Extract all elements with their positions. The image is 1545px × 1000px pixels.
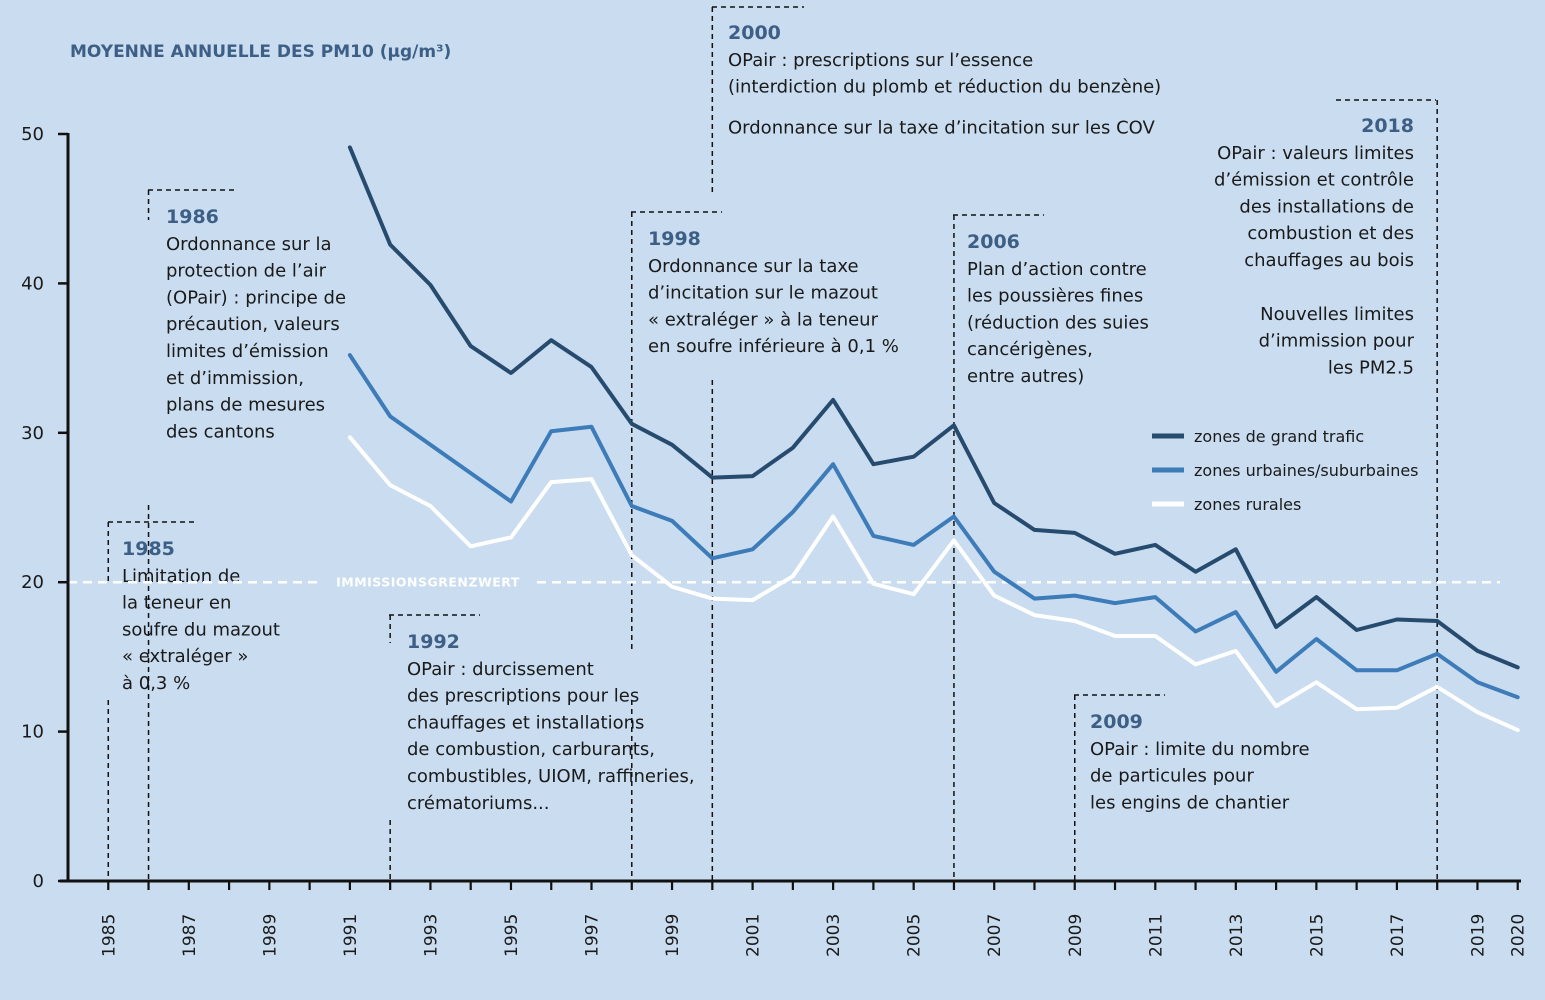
annotation-2000: 2000 OPair : prescriptions sur l’essence (… [711, 6, 1161, 881]
chart-title: MOYENNE ANNUELLE DES PM10 (µg/m³) [70, 42, 451, 62]
x-tick-label: 1995 [502, 914, 522, 957]
annotation-text: protection de l’air [166, 261, 327, 282]
annotation-text: la teneur en [122, 593, 231, 614]
annotation-text: chauffages et installations [407, 712, 644, 733]
annotation-text: Nouvelles limites [1260, 304, 1414, 325]
annotation-text: d’immission pour [1259, 331, 1415, 352]
annotation-text: Ordonnance sur la [166, 234, 332, 255]
legend: zones de grand trafic zones urbaines/subu… [1152, 427, 1419, 514]
legend-item: zones urbaines/suburbaines [1152, 461, 1419, 480]
threshold: IMMISSIONSGRENZWERT [68, 575, 1500, 590]
annotation-text: combustibles, UIOM, raffineries, [407, 766, 695, 787]
x-tick-label: 1993 [421, 914, 441, 957]
annotation-text: les engins de chantier [1090, 792, 1290, 813]
x-tick-label: 1997 [583, 914, 603, 957]
annotation-text: plans de mesures [166, 395, 325, 416]
annotation-year: 2009 [1090, 711, 1143, 733]
x-tick-label: 1985 [99, 914, 119, 957]
annotation-text: Ordonnance sur la taxe d’incitation sur … [728, 117, 1156, 138]
annotation-year: 2018 [1361, 115, 1414, 137]
annotation-text: de particules pour [1090, 766, 1254, 787]
annotation-text: limites d’émission [166, 341, 329, 362]
annotation-year: 1985 [122, 538, 175, 560]
legend-label: zones rurales [1194, 495, 1301, 514]
annotation-text: Ordonnance sur la taxe [648, 256, 859, 277]
annotation-text: d’émission et contrôle [1214, 170, 1414, 191]
annotation-year: 1998 [648, 228, 701, 250]
legend-label: zones urbaines/suburbaines [1194, 461, 1419, 480]
series-lines [347, 145, 1520, 733]
annotation-text: OPair : valeurs limites [1217, 143, 1414, 164]
y-tick-label: 30 [21, 423, 44, 444]
legend-item: zones rurales [1152, 495, 1301, 514]
x-tick-label: 2003 [824, 914, 844, 957]
annotation-year: 1986 [166, 206, 219, 228]
annotation-text: « extraléger » à la teneur [648, 309, 879, 330]
legend-label: zones de grand trafic [1194, 427, 1364, 446]
annotation-1985: 1985 Limitation de la teneur en soufre du m… [107, 521, 280, 881]
x-tick-label: 2005 [905, 914, 925, 957]
annotation-text: précaution, valeurs [166, 314, 340, 335]
annotation-text: entre autres) [967, 366, 1084, 387]
y-tick-label: 50 [21, 124, 44, 145]
annotation-text: à 0,3 % [122, 673, 190, 694]
annotation-text: les poussières fines [967, 286, 1143, 307]
annotation-text: « extraléger » [122, 646, 248, 667]
annotation-text: OPair : durcissement [407, 659, 594, 680]
annotation-text: Plan d’action contre [967, 259, 1147, 280]
y-tick-label: 20 [21, 572, 44, 593]
x-tick-label: 2009 [1066, 914, 1086, 957]
annotation-text: des installations de [1239, 196, 1414, 217]
x-tick-label: 1999 [663, 914, 683, 957]
annotation-text: les PM2.5 [1328, 357, 1414, 378]
annotation-text: crématoriums... [407, 793, 550, 814]
x-tick-label: 1991 [341, 914, 361, 957]
y-tick-label: 40 [21, 273, 44, 294]
x-tick-label: 2020 [1509, 914, 1529, 957]
series-line-3 [347, 435, 1520, 733]
x-tick-label: 2017 [1388, 914, 1408, 957]
annotation-year: 1992 [407, 631, 460, 653]
y-tick-label: 0 [33, 871, 44, 892]
annotation-text: cancérigènes, [967, 339, 1093, 360]
annotation-text: (OPair) : principe de [166, 287, 346, 308]
annotation-2009: 2009 OPair : limite du nombre de particule… [1074, 694, 1310, 881]
x-tick-label: 2011 [1146, 914, 1166, 957]
annotation-1986: 1986 Ordonnance sur la protection de l’air… [147, 189, 346, 881]
x-tick-label: 2013 [1227, 914, 1247, 957]
x-tick-label: 2001 [744, 914, 764, 957]
annotation-text: de combustion, carburants, [407, 739, 655, 760]
annotation-text: des cantons [166, 421, 275, 442]
annotation-2006: 2006 Plan d’action contre les poussières f… [953, 214, 1149, 881]
annotation-text: combustion et des [1247, 223, 1414, 244]
x-tick-label: 1987 [180, 914, 200, 957]
annotation-year: 2000 [728, 22, 781, 44]
x-tick-label: 2015 [1307, 914, 1327, 957]
annotation-text: Limitation de [122, 566, 240, 587]
annotation-2018: 2018 OPair : valeurs limites d’émission et… [1214, 99, 1438, 881]
annotation-text: OPair : prescriptions sur l’essence [728, 50, 1033, 71]
x-tick-label: 2019 [1468, 914, 1488, 957]
annotation-text: d’incitation sur le mazout [648, 283, 878, 304]
annotation-text: (interdiction du plomb et réduction du b… [728, 77, 1161, 98]
annotation-text: (réduction des suies [967, 312, 1149, 333]
annotation-year: 2006 [967, 231, 1020, 253]
annotation-text: et d’immission, [166, 368, 304, 389]
y-tick-label: 10 [21, 722, 44, 743]
annotation-text: des prescriptions pour les [407, 686, 639, 707]
annotation-text: soufre du mazout [122, 619, 280, 640]
annotation-text: en soufre inférieure à 0,1 % [648, 336, 899, 357]
threshold-label: IMMISSIONSGRENZWERT [336, 575, 520, 590]
annotation-1992: 1992 OPair : durcissement des prescription… [389, 614, 695, 881]
annotation-1998: 1998 Ordonnance sur la taxe d’incitation s… [631, 211, 899, 881]
series-line-2 [347, 353, 1520, 700]
x-tick-label: 2007 [985, 914, 1005, 957]
x-tick-label: 1989 [260, 914, 280, 957]
annotation-text: chauffages au bois [1244, 250, 1414, 271]
axes: 0 10 20 30 40 50 1985 1987 1989 1991 1993 1995 1997 1… [21, 124, 1529, 957]
annotation-text: OPair : limite du nombre [1090, 739, 1310, 760]
legend-item: zones de grand trafic [1152, 427, 1364, 446]
series-line-1 [347, 145, 1520, 670]
